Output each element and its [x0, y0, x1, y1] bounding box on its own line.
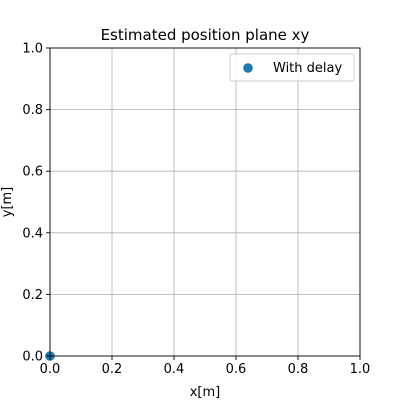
y-axis-ticks: 0.0 0.2 0.4 0.6 0.8 1.0	[22, 42, 50, 365]
plot-frame	[49, 47, 361, 357]
legend: With delay	[229, 53, 355, 82]
x-axis-ticks: 0.0 0.2 0.4 0.6 0.8 1.0	[40, 356, 371, 377]
x-axis-label: x[m]	[190, 385, 221, 400]
y-tick-label: 1.0	[22, 42, 43, 57]
legend-label: With delay	[273, 61, 342, 76]
plot-area	[50, 48, 360, 356]
y-tick-label: 0.4	[22, 226, 43, 241]
y-tick-label: 0.0	[22, 350, 43, 365]
legend-marker	[243, 63, 253, 73]
x-tick-label: 0.0	[40, 362, 61, 377]
y-tick-label: 0.8	[22, 103, 43, 118]
y-tick-label: 0.6	[22, 165, 43, 180]
chart-title: Estimated position plane xy	[101, 26, 310, 44]
grid-lines	[49, 47, 361, 357]
x-tick-label: 1.0	[350, 362, 371, 377]
y-axis-label: y[m]	[0, 187, 15, 218]
x-tick-label: 0.2	[102, 362, 123, 377]
y-tick-label: 0.2	[22, 288, 43, 303]
x-tick-label: 0.8	[288, 362, 309, 377]
legend-box	[229, 53, 355, 82]
x-tick-label: 0.4	[164, 362, 185, 377]
x-tick-label: 0.6	[226, 362, 247, 377]
